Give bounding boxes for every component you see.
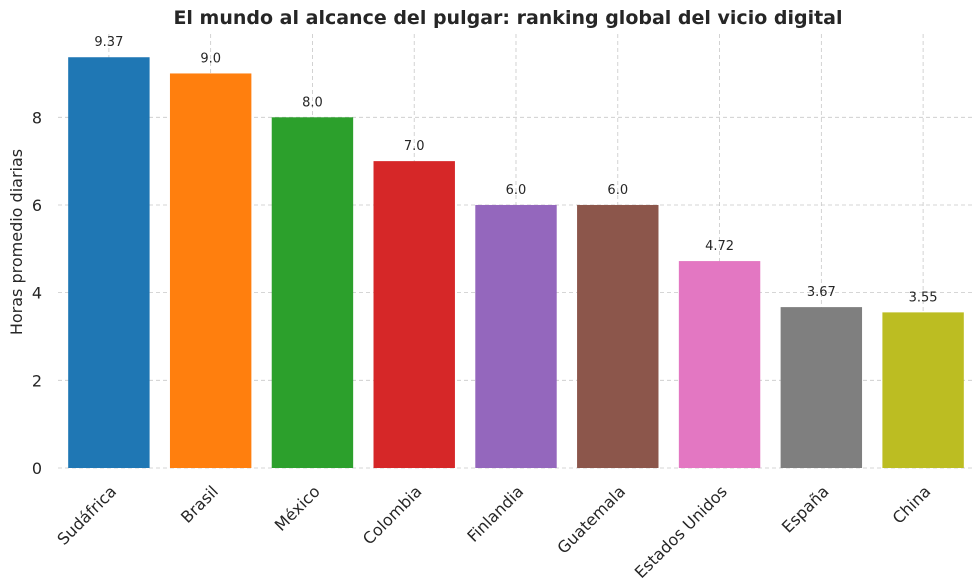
bars	[68, 57, 964, 469]
y-axis-label: Horas promedio diarias	[7, 149, 26, 335]
bar	[373, 161, 455, 468]
x-tick-label: Finlandia	[463, 482, 527, 546]
y-tick-label: 0	[32, 459, 42, 478]
data-label: 8.0	[302, 95, 323, 110]
data-label: 7.0	[404, 139, 425, 154]
x-tick-label: España	[778, 482, 833, 537]
bar	[577, 204, 659, 468]
y-tick-label: 8	[32, 108, 42, 127]
x-tick-label: Brasil	[177, 482, 222, 527]
data-label: 6.0	[506, 183, 527, 198]
bar	[271, 117, 354, 468]
bar	[68, 57, 150, 468]
x-tick-label: China	[889, 482, 935, 528]
bar	[169, 73, 252, 469]
x-tick-label: Colombia	[359, 482, 426, 549]
y-tick-label: 4	[32, 284, 42, 303]
data-label: 6.0	[607, 183, 628, 198]
data-label: 9.37	[94, 35, 123, 50]
x-tick-label: Estados Unidos	[631, 482, 731, 582]
data-labels: 9.37 9.0 8.0 7.0 6.0 6.0 4.72 3.67 3.55	[94, 35, 937, 305]
chart-title: El mundo al alcance del pulgar: ranking …	[173, 7, 842, 29]
x-tick-label: México	[271, 482, 324, 535]
y-tick-label: 6	[32, 196, 42, 215]
x-tick-label: Sudáfrica	[53, 482, 120, 549]
x-axis-ticks: Sudáfrica Brasil México Colombia Finlandia Gu…	[53, 482, 934, 582]
y-axis-ticks: 0 2 4 6 8	[32, 108, 42, 478]
bar	[475, 204, 557, 468]
y-tick-label: 2	[32, 371, 42, 390]
data-label: 3.55	[909, 290, 938, 305]
data-label: 9.0	[200, 51, 221, 66]
data-label: 3.67	[807, 285, 836, 300]
data-label: 4.72	[705, 239, 734, 254]
bar	[678, 261, 761, 468]
bar	[882, 312, 964, 468]
x-tick-label: Guatemala	[553, 482, 629, 558]
bar	[780, 307, 863, 468]
